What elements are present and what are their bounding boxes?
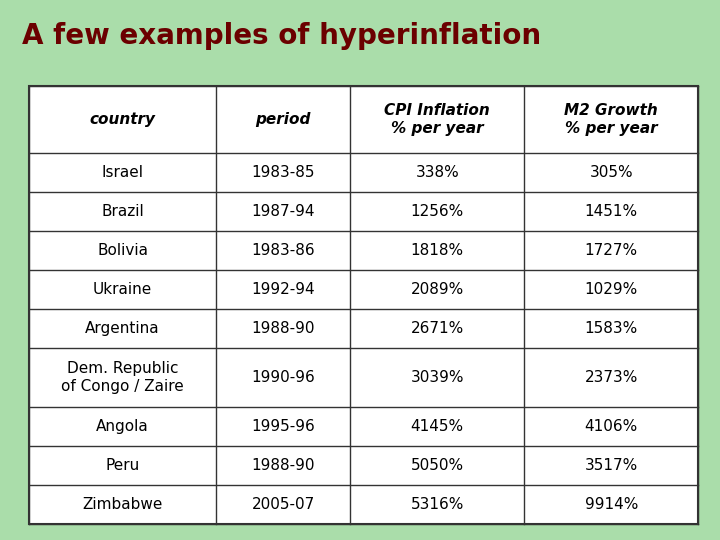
Text: A few examples of hyperinflation: A few examples of hyperinflation [22,22,541,50]
Text: 2373%: 2373% [585,370,638,385]
Text: 2089%: 2089% [410,282,464,297]
Text: Zimbabwe: Zimbabwe [82,497,163,512]
Text: 1983-86: 1983-86 [251,243,315,258]
Text: 5316%: 5316% [410,497,464,512]
Text: 3039%: 3039% [410,370,464,385]
Text: 9914%: 9914% [585,497,638,512]
Text: 1988-90: 1988-90 [251,458,315,472]
Text: 3517%: 3517% [585,458,638,472]
Text: Angola: Angola [96,418,149,434]
Text: 1451%: 1451% [585,204,638,219]
Text: 1256%: 1256% [410,204,464,219]
Text: 4106%: 4106% [585,418,638,434]
Text: Brazil: Brazil [102,204,144,219]
Text: M2 Growth
% per year: M2 Growth % per year [564,103,658,136]
Text: 2671%: 2671% [410,321,464,336]
Text: 1988-90: 1988-90 [251,321,315,336]
Text: 1987-94: 1987-94 [251,204,315,219]
Text: CPI Inflation
% per year: CPI Inflation % per year [384,103,490,136]
Text: 1995-96: 1995-96 [251,418,315,434]
Text: 1992-94: 1992-94 [251,282,315,297]
Text: 1029%: 1029% [585,282,638,297]
Text: period: period [256,112,311,127]
Text: Argentina: Argentina [85,321,160,336]
Text: 1990-96: 1990-96 [251,370,315,385]
Text: Ukraine: Ukraine [93,282,152,297]
Text: Israel: Israel [102,165,143,180]
Text: 1583%: 1583% [585,321,638,336]
Text: Peru: Peru [105,458,140,472]
Text: Dem. Republic
of Congo / Zaire: Dem. Republic of Congo / Zaire [61,361,184,394]
Text: Bolivia: Bolivia [97,243,148,258]
Text: 305%: 305% [590,165,633,180]
Text: 1983-85: 1983-85 [251,165,315,180]
Text: 5050%: 5050% [410,458,464,472]
Text: 1727%: 1727% [585,243,638,258]
Bar [29,86,698,524]
Text: 1818%: 1818% [410,243,464,258]
Text: country: country [89,112,156,127]
Text: 4145%: 4145% [410,418,464,434]
Text: 2005-07: 2005-07 [251,497,315,512]
Text: 338%: 338% [415,165,459,180]
